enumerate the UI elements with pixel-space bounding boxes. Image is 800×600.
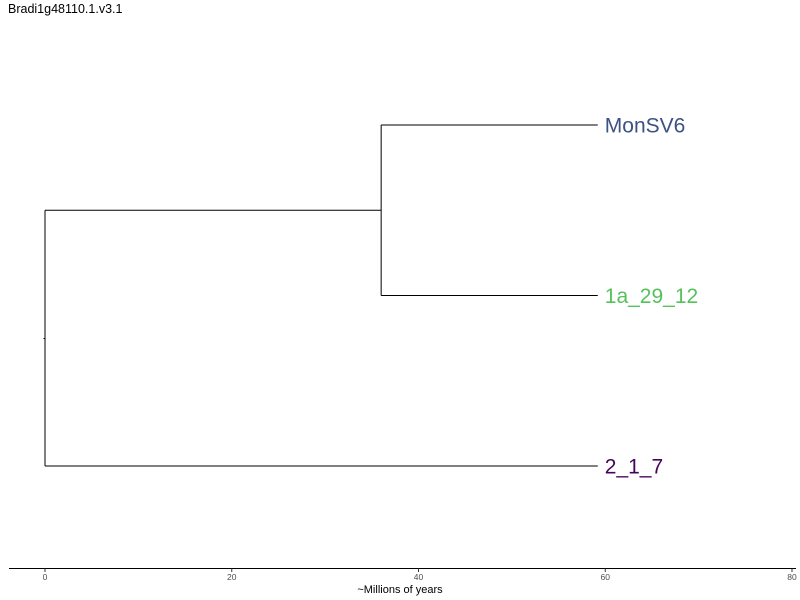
x-tick-label-60: 60	[601, 572, 611, 582]
x-tick-label-40: 40	[414, 572, 424, 582]
tip-label-2-1-7: 2_1_7	[605, 456, 663, 479]
tip-label-1a-29-12: 1a_29_12	[605, 285, 698, 308]
x-tick-label-80: 80	[787, 572, 797, 582]
tip-label-monsv6: MonSV6	[605, 115, 686, 138]
tree-branches	[43, 124, 598, 467]
chart-title: Bradi1g48110.1.v3.1	[8, 2, 123, 16]
x-axis: 0 20 40 60 80	[9, 568, 797, 582]
x-axis-title: ~Millions of years	[357, 584, 443, 596]
x-tick-label-20: 20	[227, 572, 237, 582]
tip-labels: MonSV6 1a_29_12 2_1_7	[605, 115, 698, 479]
x-tick-label-0: 0	[43, 572, 48, 582]
